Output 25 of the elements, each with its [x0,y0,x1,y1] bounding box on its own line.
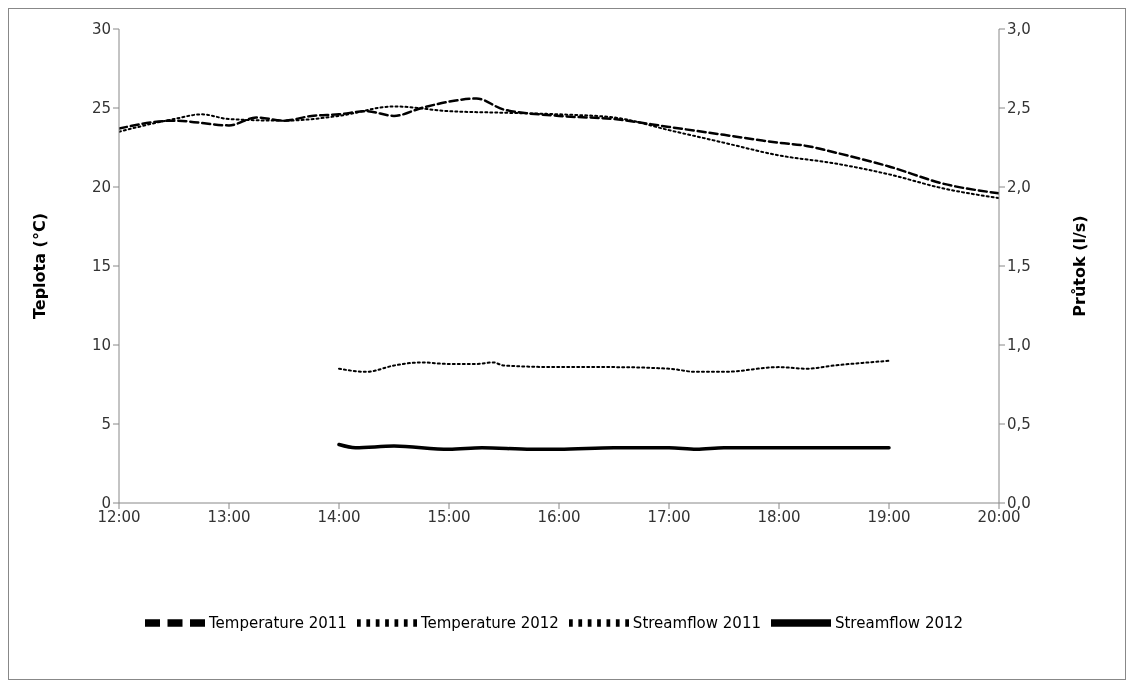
legend-label: Streamflow 2011 [632,613,761,632]
legend-label: Temperature 2012 [420,613,559,632]
x-tick-label: 13:00 [207,507,251,526]
y2-tick-label: 3,0 [1007,20,1031,39]
y-tick-label: 30 [91,20,111,39]
y-axis-title: Teplota (°C) [29,213,49,319]
y2-tick-label: 1,0 [1007,336,1031,355]
x-tick-label: 16:00 [537,507,581,526]
legend-label: Streamflow 2012 [834,613,964,632]
y2-tick-label: 2,5 [1007,99,1031,118]
y2-tick-label: 2,0 [1007,178,1031,197]
x-tick-label: 14:00 [317,507,361,526]
x-tick-label: 17:00 [647,507,691,526]
legend-label: Temperature 2011 [208,613,347,632]
y-tick-label: 15 [91,257,111,276]
y-tick-label: 10 [91,336,111,355]
y-tick-label: 25 [91,99,111,118]
y2-tick-label: 1,5 [1007,257,1031,276]
y-tick-label: 5 [101,415,111,434]
x-tick-label: 19:00 [867,507,911,526]
y-tick-label: 20 [91,178,111,197]
x-tick-label: 15:00 [427,507,471,526]
y2-axis-title: Průtok (l/s) [1069,215,1089,317]
y2-tick-label: 0,5 [1007,415,1031,434]
x-tick-label: 18:00 [757,507,801,526]
